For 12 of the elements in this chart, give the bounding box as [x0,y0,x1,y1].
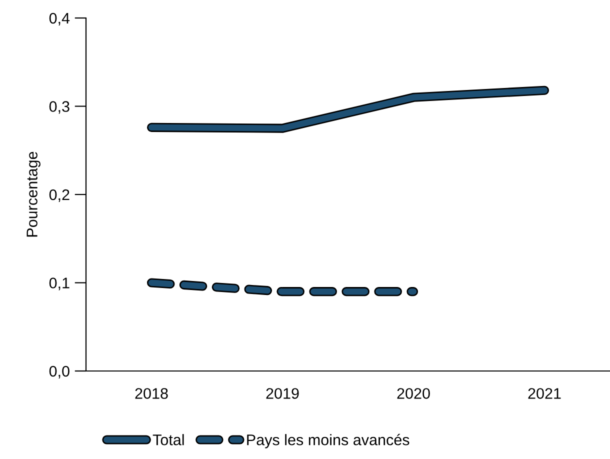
legend-label: Total [152,434,184,446]
y-tick-label: 0,4 [49,12,70,26]
y-tick-label: 0,1 [49,278,70,290]
y-tick-label: 0,3 [49,101,70,114]
x-tick-label: 2021 [528,388,561,399]
legend-label: Pays les moins avancés [247,434,410,448]
y-tick-label: 0,0 [49,366,70,378]
y-tick-label: 0,2 [49,189,70,202]
x-tick-label: 2020 [397,388,430,399]
y-axis-title: Pourcentage [26,152,40,237]
x-tick-label: 2019 [266,388,299,399]
x-tick-label: 2018 [135,388,168,399]
